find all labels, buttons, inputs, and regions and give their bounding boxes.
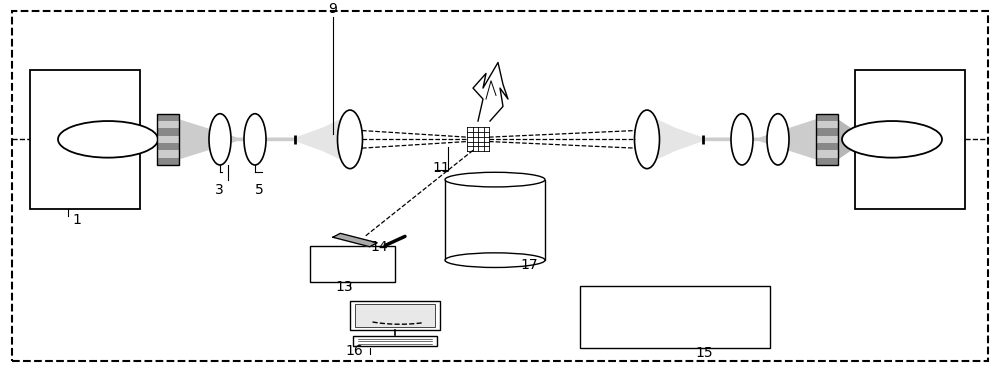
Ellipse shape — [445, 172, 545, 187]
Text: 17: 17 — [520, 258, 538, 272]
Ellipse shape — [209, 114, 231, 165]
Text: 5: 5 — [255, 183, 264, 197]
Bar — [816, 136, 838, 143]
Polygon shape — [838, 119, 892, 159]
Text: 16: 16 — [345, 344, 363, 359]
Bar — [816, 150, 838, 158]
Ellipse shape — [338, 110, 362, 169]
Text: 9: 9 — [328, 2, 337, 16]
Polygon shape — [703, 119, 816, 159]
Bar — [157, 136, 179, 143]
Bar — [816, 143, 838, 150]
Circle shape — [842, 121, 942, 158]
Text: 3: 3 — [215, 183, 224, 197]
Bar — [816, 121, 838, 128]
Bar — [816, 158, 838, 165]
Bar — [816, 114, 838, 121]
Bar — [355, 304, 435, 327]
Polygon shape — [333, 233, 377, 247]
Bar — [157, 150, 179, 158]
Ellipse shape — [445, 253, 545, 268]
Text: 11: 11 — [432, 161, 450, 175]
Text: 13: 13 — [335, 280, 353, 294]
Polygon shape — [295, 114, 350, 164]
Bar — [353, 336, 437, 346]
Polygon shape — [179, 119, 295, 159]
Bar — [350, 302, 440, 330]
Bar — [157, 121, 179, 128]
Ellipse shape — [244, 114, 266, 165]
Bar — [816, 114, 838, 165]
Ellipse shape — [731, 114, 753, 165]
Bar — [157, 114, 179, 165]
Ellipse shape — [767, 114, 789, 165]
Bar — [157, 128, 179, 136]
Bar — [30, 70, 140, 209]
Circle shape — [58, 121, 158, 158]
Bar — [157, 158, 179, 165]
Bar — [445, 179, 545, 260]
Bar — [855, 70, 965, 209]
Text: 14: 14 — [370, 240, 388, 254]
Bar — [580, 286, 770, 348]
Text: 15: 15 — [695, 346, 713, 360]
Bar — [310, 246, 395, 282]
Text: 1: 1 — [72, 212, 81, 226]
Ellipse shape — [635, 110, 660, 169]
Bar — [157, 114, 179, 121]
Polygon shape — [647, 114, 703, 164]
Bar — [157, 143, 179, 150]
Bar — [816, 128, 838, 136]
